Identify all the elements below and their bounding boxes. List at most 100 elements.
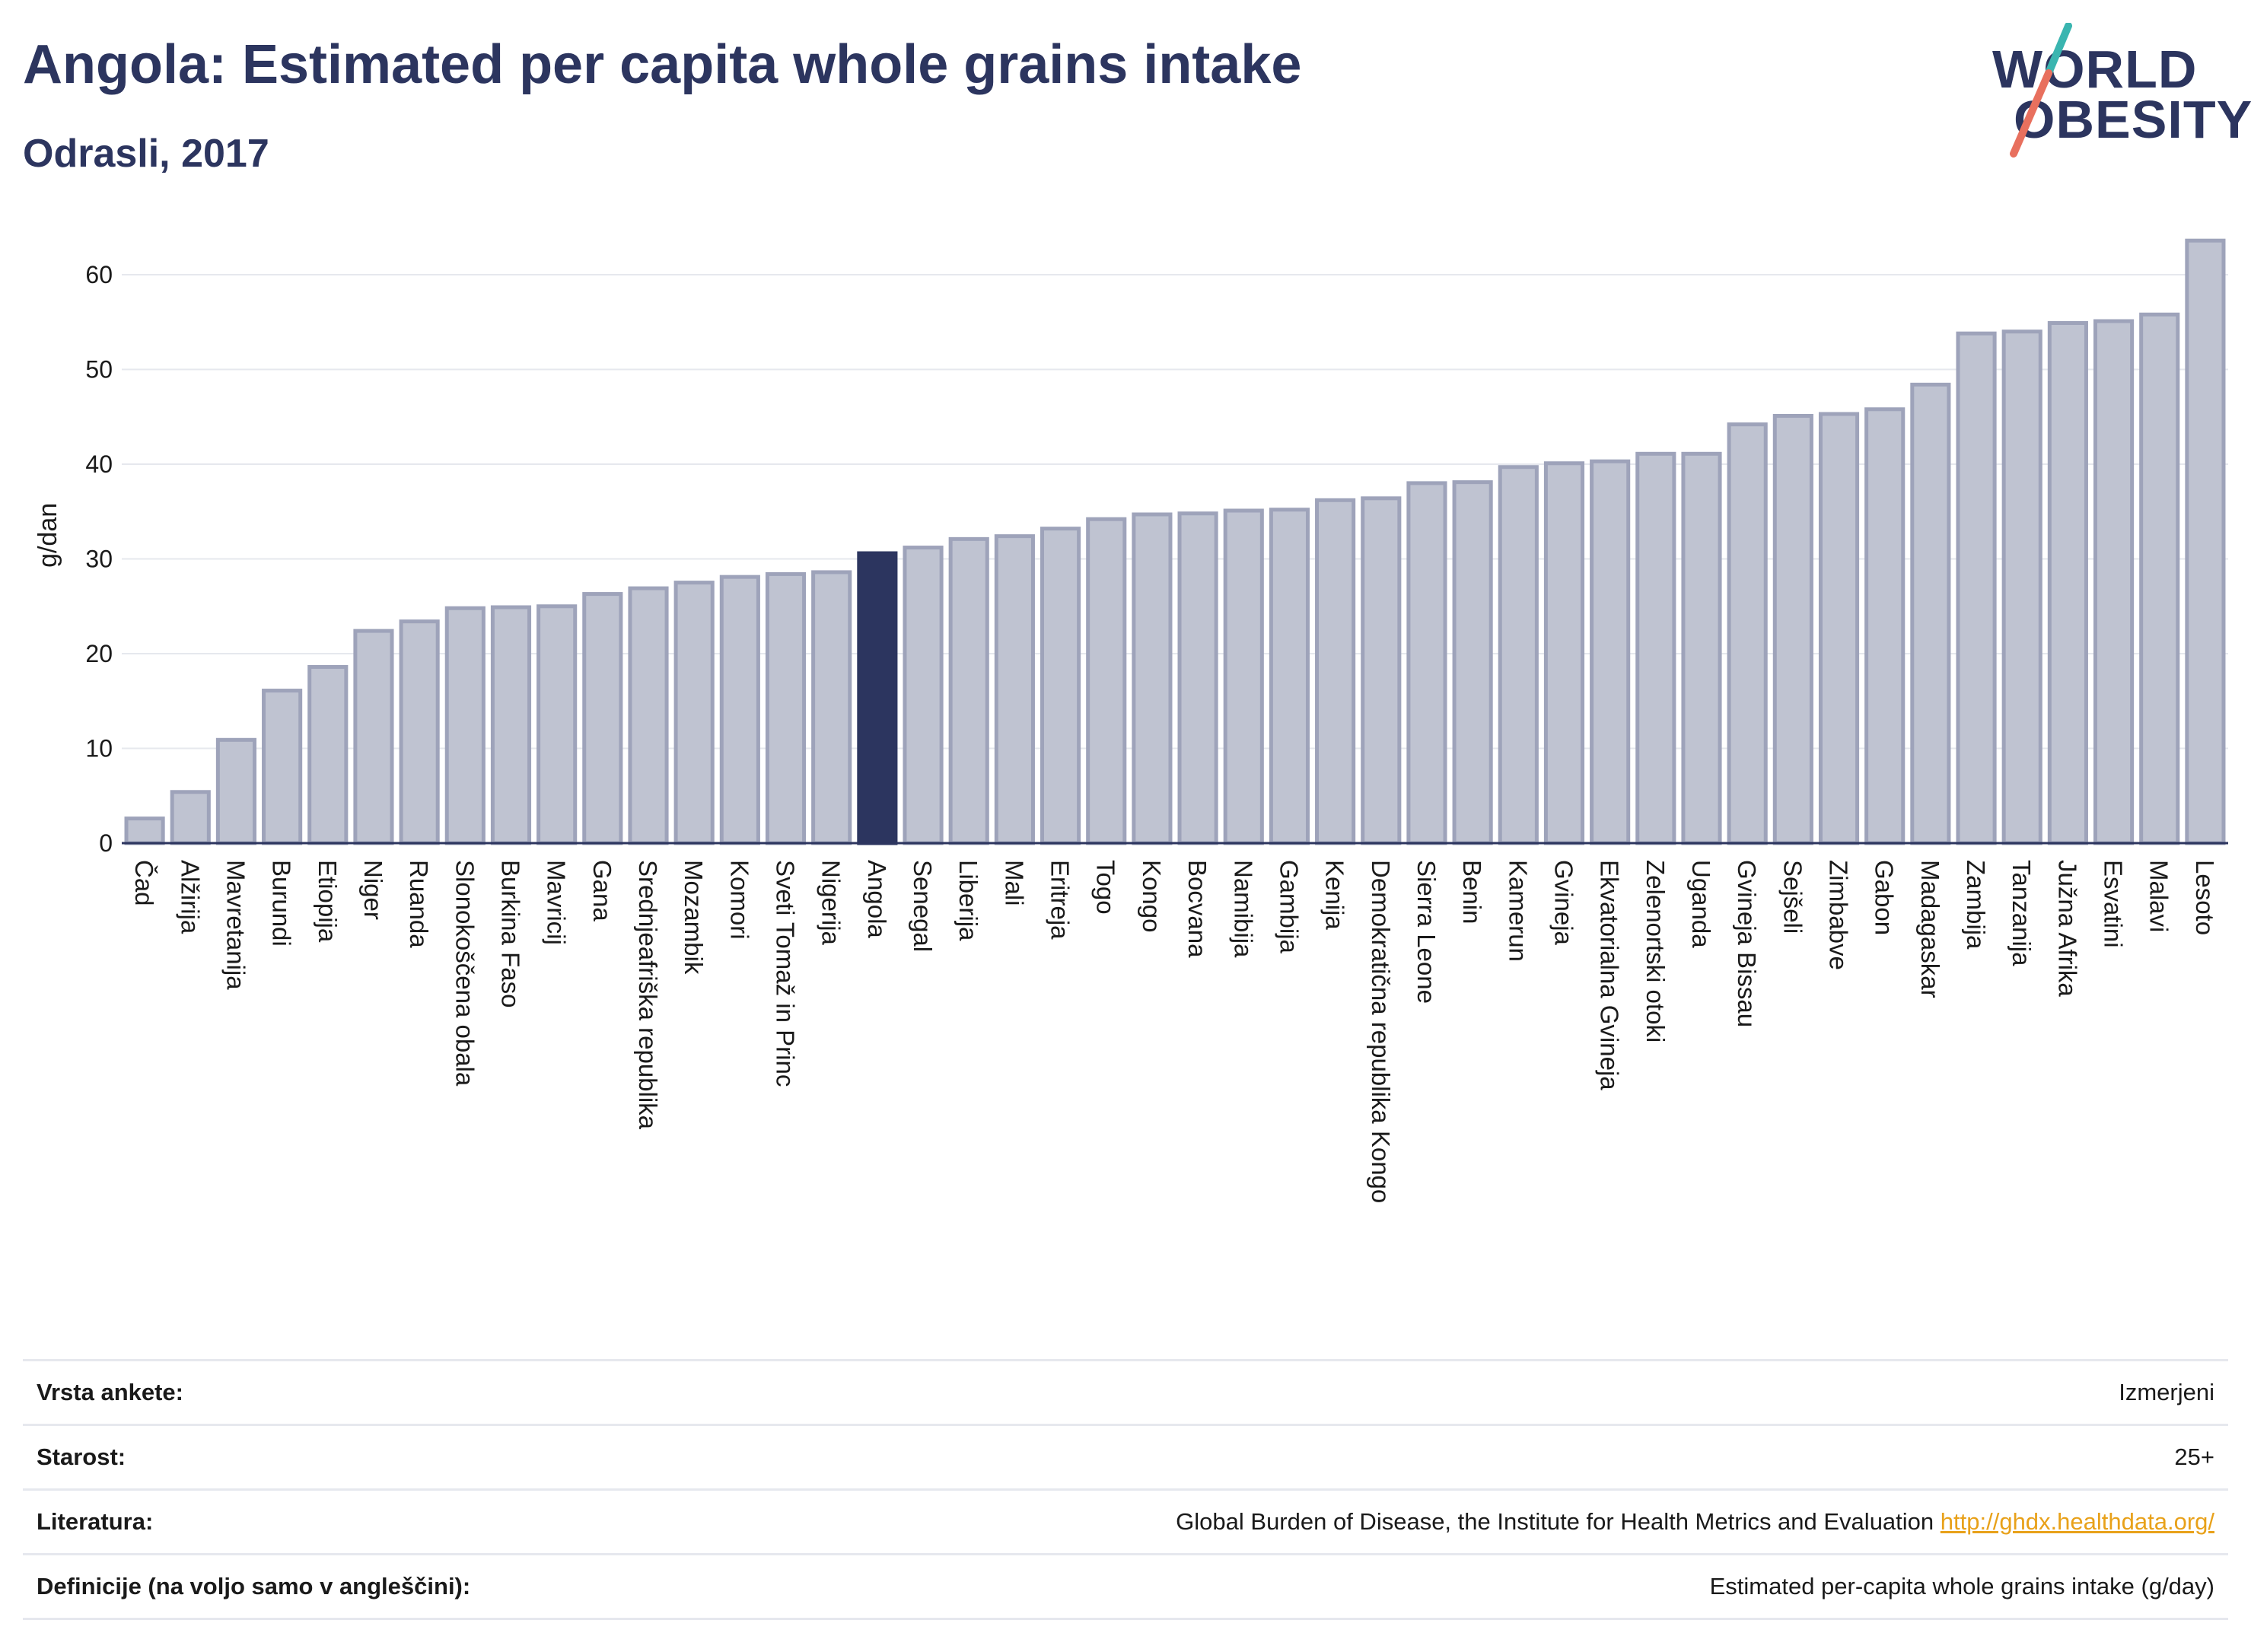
x-tick-label: Liberija <box>954 860 982 941</box>
bar <box>1361 496 1402 845</box>
x-tick-label: Etiopija <box>314 860 342 943</box>
info-label: Definicije (na voljo samo v angleščini): <box>23 1553 689 1620</box>
x-tick-label: Namibija <box>1229 860 1257 958</box>
y-tick-label: 40 <box>85 450 113 478</box>
x-tick-label: Uganda <box>1687 860 1715 948</box>
x-tick-label: Gvineja <box>1549 860 1578 946</box>
y-tick-label: 60 <box>85 261 113 288</box>
bar <box>1498 465 1539 845</box>
bar <box>2093 319 2135 845</box>
info-value: 25+ <box>689 1424 2228 1490</box>
bar <box>490 605 532 845</box>
bar <box>1727 422 1768 845</box>
x-tick-label: Angola <box>863 860 891 938</box>
x-tick-label: Komori <box>725 860 753 940</box>
reference-text: Global Burden of Disease, the Institute … <box>1176 1508 1934 1535</box>
x-tick-label: Nigerija <box>817 860 845 946</box>
x-tick-label: Malavi <box>2145 860 2173 932</box>
bar <box>2001 329 2042 845</box>
x-tick-label: Slonokoščena obala <box>451 860 479 1087</box>
info-table: Vrsta ankete: Izmerjeni Starost: 25+ Lit… <box>23 1359 2228 1620</box>
x-tick-label: Burundi <box>268 860 296 947</box>
bar <box>1315 498 1356 845</box>
bar <box>2047 320 2088 845</box>
bar <box>582 592 623 845</box>
world-obesity-logo[interactable]: WORLD OBESITY <box>1986 23 2251 160</box>
logo-line-1: WORLD <box>1992 40 2198 99</box>
bar <box>1177 511 1218 845</box>
bar <box>353 629 394 845</box>
bar-highlighted <box>857 551 898 845</box>
bar <box>170 790 211 845</box>
x-tick-label: Zelenortski otoki <box>1641 860 1670 1042</box>
y-tick-label: 20 <box>85 640 113 667</box>
x-tick-label: Demokratična republika Kongo <box>1367 860 1395 1203</box>
x-tick-label: Južna Afrika <box>2053 860 2081 997</box>
x-tick-label: Sierra Leone <box>1412 860 1441 1004</box>
bar <box>628 586 669 845</box>
bar <box>2139 312 2180 845</box>
bar <box>948 536 989 845</box>
x-tick-label: Bocvana <box>1183 860 1211 958</box>
bar <box>444 606 486 845</box>
y-tick-label: 0 <box>99 829 113 857</box>
bar <box>1681 451 1722 845</box>
x-tick-label: Lesoto <box>2191 860 2219 935</box>
x-tick-label: Mavricij <box>543 860 571 945</box>
x-tick-label: Niger <box>359 860 387 920</box>
y-tick-label: 10 <box>85 735 113 762</box>
x-tick-label: Gambija <box>1275 860 1303 954</box>
info-row-references: Literatura: Global Burden of Disease, th… <box>23 1488 2228 1555</box>
bar <box>1956 331 1997 845</box>
info-value-references: Global Burden of Disease, the Institute … <box>689 1488 2228 1555</box>
x-tick-label: Zimbabve <box>1825 860 1853 970</box>
x-tick-label: Alžirija <box>176 860 204 934</box>
x-tick-label: Zambija <box>1962 860 1990 950</box>
bar <box>1910 382 1951 845</box>
x-tick-label: Ekvatorialna Gvineja <box>1596 860 1624 1090</box>
x-tick-label: Čad <box>130 860 158 906</box>
x-tick-label: Gabon <box>1871 860 1899 935</box>
bar <box>1132 512 1173 845</box>
bar <box>215 737 257 845</box>
bar <box>124 816 165 845</box>
x-tick-label: Sejšeli <box>1778 860 1807 934</box>
bar <box>262 689 303 845</box>
bar <box>399 619 440 845</box>
x-tick-label: Sveti Tomaž in Princ <box>772 860 800 1087</box>
x-tick-label: Kamerun <box>1504 860 1532 962</box>
page-subtitle: Odrasli, 2017 <box>23 132 269 176</box>
x-tick-label: Srednjeafriška republika <box>634 860 662 1130</box>
bar <box>719 575 760 845</box>
x-tick-label: Senegal <box>909 860 937 952</box>
info-row-definitions: Definicije (na voljo samo v angleščini):… <box>23 1553 2228 1620</box>
info-value: Izmerjeni <box>689 1359 2228 1425</box>
x-tick-label: Gvineja Bissau <box>1733 860 1761 1027</box>
info-label: Literatura: <box>23 1488 689 1555</box>
x-tick-label: Gana <box>588 860 616 921</box>
info-value: Estimated per-capita whole grains intake… <box>689 1553 2228 1620</box>
reference-link[interactable]: http://ghdx.healthdata.org/ <box>1940 1508 2214 1535</box>
x-tick-label: Burkina Faso <box>496 860 524 1007</box>
bar <box>1040 527 1081 845</box>
bar <box>536 604 578 845</box>
bar <box>1223 508 1264 845</box>
x-tick-label: Mozambik <box>680 860 708 975</box>
x-tick-label: Esvatini <box>2100 860 2128 948</box>
y-tick-label: 50 <box>85 356 113 384</box>
x-tick-label: Togo <box>1092 860 1120 915</box>
bar-chart: 0 10 20 30 40 50 60 g/dan Čad Alžirija Mavretanija… <box>33 238 2228 1203</box>
bar <box>1086 517 1127 845</box>
x-tick-label: Mali <box>1000 860 1028 906</box>
bar <box>1543 461 1585 845</box>
logo-line-2: OBESITY <box>2014 90 2251 149</box>
x-tick-label: Kongo <box>1138 860 1166 932</box>
info-label: Starost: <box>23 1424 689 1490</box>
bar <box>1590 459 1631 845</box>
x-tick-label: Benin <box>1458 860 1486 924</box>
x-tick-label: Ruanda <box>405 860 433 948</box>
logo-slash-icon <box>2010 23 2072 158</box>
y-tick-label: 30 <box>85 546 113 573</box>
bar <box>1635 451 1676 845</box>
y-axis-label: g/dan <box>33 503 62 568</box>
